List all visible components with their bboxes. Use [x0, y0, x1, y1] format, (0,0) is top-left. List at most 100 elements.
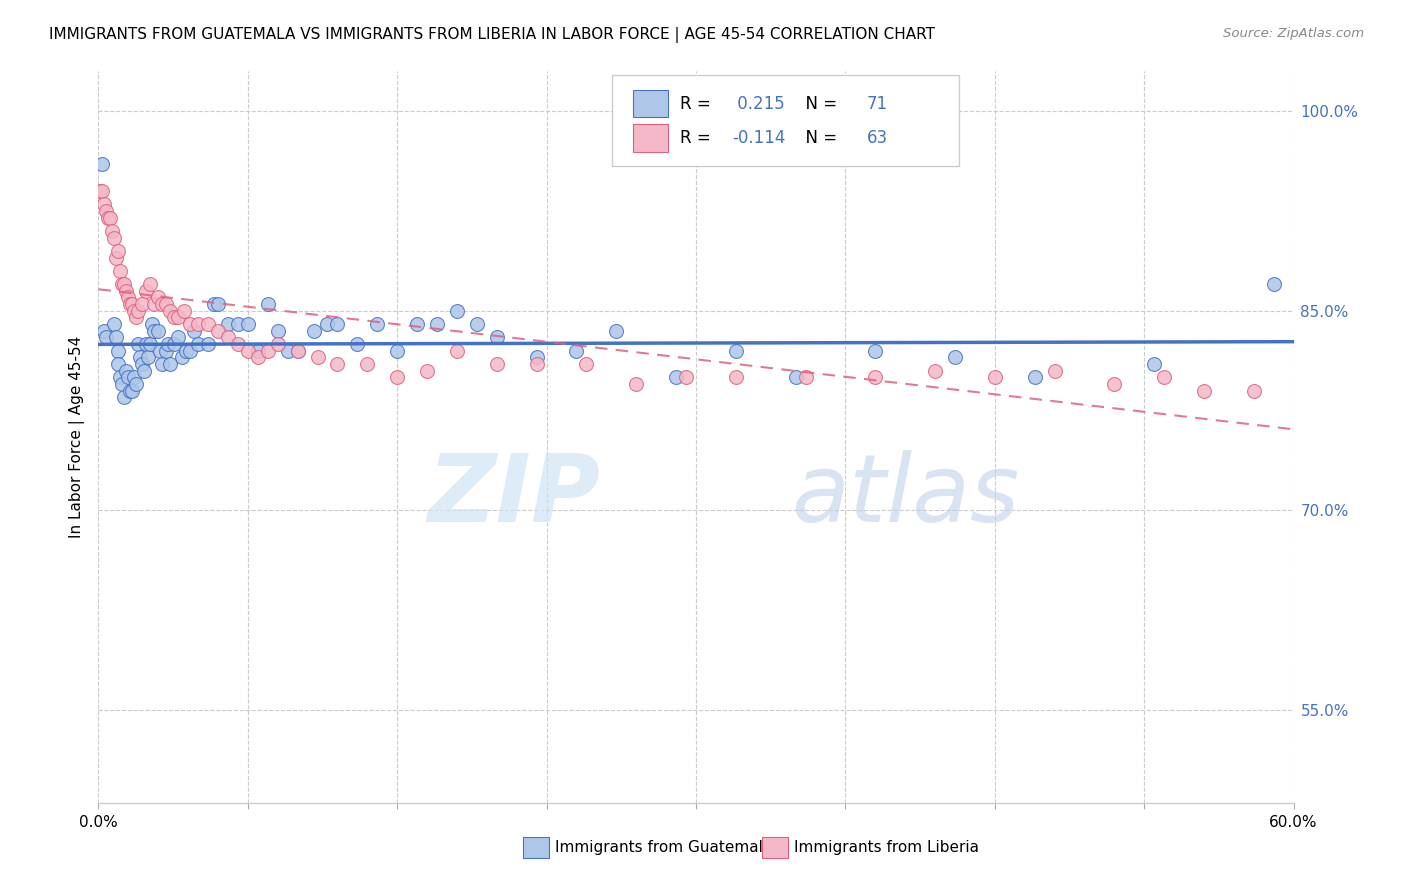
Point	[148, 324, 170, 338]
Point	[131, 357, 153, 371]
Y-axis label: In Labor Force | Age 45-54: In Labor Force | Age 45-54	[69, 336, 84, 538]
Point	[267, 324, 290, 338]
Point	[97, 211, 120, 225]
Point	[179, 343, 201, 358]
Point	[159, 303, 181, 318]
Text: N =: N =	[796, 129, 842, 147]
Point	[724, 370, 747, 384]
Point	[1104, 376, 1126, 391]
Point	[416, 363, 439, 377]
Point	[91, 157, 114, 171]
Point	[187, 317, 209, 331]
Point	[124, 303, 146, 318]
Text: R =: R =	[681, 95, 717, 112]
FancyBboxPatch shape	[613, 75, 959, 167]
Text: 71: 71	[868, 95, 889, 112]
Point	[1043, 363, 1066, 377]
Point	[120, 297, 142, 311]
Point	[346, 337, 368, 351]
Point	[96, 330, 118, 344]
Point	[127, 303, 149, 318]
Point	[226, 337, 249, 351]
Point	[125, 310, 148, 325]
Point	[121, 384, 143, 398]
Point	[141, 317, 163, 331]
Point	[226, 317, 249, 331]
Point	[1143, 357, 1166, 371]
Point	[446, 343, 468, 358]
Point	[326, 317, 349, 331]
Text: -0.114: -0.114	[733, 129, 785, 147]
Point	[187, 337, 209, 351]
Point	[115, 284, 138, 298]
Bar	[762, 838, 787, 858]
Text: IMMIGRANTS FROM GUATEMALA VS IMMIGRANTS FROM LIBERIA IN LABOR FORCE | AGE 45-54 : IMMIGRANTS FROM GUATEMALA VS IMMIGRANTS …	[49, 27, 935, 43]
Point	[134, 363, 156, 377]
Point	[865, 343, 887, 358]
Point	[163, 310, 186, 325]
Point	[121, 297, 143, 311]
Bar	[523, 838, 548, 858]
Point	[385, 343, 409, 358]
Point	[1153, 370, 1175, 384]
Point	[105, 251, 128, 265]
Point	[150, 357, 173, 371]
Point	[107, 244, 129, 258]
Point	[326, 357, 349, 371]
Point	[575, 357, 598, 371]
Point	[167, 310, 190, 325]
Point	[724, 343, 747, 358]
Point	[236, 343, 259, 358]
Point	[103, 230, 125, 244]
Point	[112, 390, 135, 404]
Point	[406, 317, 429, 331]
Point	[135, 284, 157, 298]
Bar	[633, 124, 668, 152]
Point	[135, 337, 157, 351]
Text: Source: ZipAtlas.com: Source: ZipAtlas.com	[1223, 27, 1364, 40]
Point	[173, 303, 195, 318]
Point	[111, 376, 134, 391]
Point	[155, 343, 177, 358]
Point	[93, 197, 115, 211]
Point	[665, 370, 688, 384]
Point	[485, 330, 508, 344]
Point	[356, 357, 378, 371]
Point	[111, 277, 134, 292]
Point	[207, 324, 229, 338]
Point	[1024, 370, 1046, 384]
Point	[197, 317, 219, 331]
Text: Immigrants from Liberia: Immigrants from Liberia	[794, 840, 979, 855]
Point	[174, 343, 197, 358]
Point	[149, 343, 172, 358]
Point	[103, 317, 125, 331]
Point	[236, 317, 259, 331]
Point	[217, 330, 239, 344]
Point	[675, 370, 697, 384]
Point	[167, 330, 190, 344]
Bar	[633, 89, 668, 118]
Point	[202, 297, 225, 311]
Text: R =: R =	[681, 129, 717, 147]
Point	[157, 337, 180, 351]
Point	[112, 277, 135, 292]
Point	[143, 324, 166, 338]
Point	[565, 343, 588, 358]
Point	[127, 337, 149, 351]
Point	[93, 324, 115, 338]
Point	[139, 337, 162, 351]
Point	[163, 337, 186, 351]
Text: Immigrants from Guatemala: Immigrants from Guatemala	[555, 840, 772, 855]
Point	[148, 290, 170, 304]
Point	[316, 317, 339, 331]
Point	[1243, 384, 1265, 398]
Text: 0.215: 0.215	[733, 95, 785, 112]
Point	[105, 330, 128, 344]
Point	[172, 351, 194, 365]
Point	[217, 317, 239, 331]
Point	[943, 351, 966, 365]
Point	[124, 370, 146, 384]
Point	[287, 343, 309, 358]
Point	[794, 370, 817, 384]
Point	[129, 351, 152, 365]
